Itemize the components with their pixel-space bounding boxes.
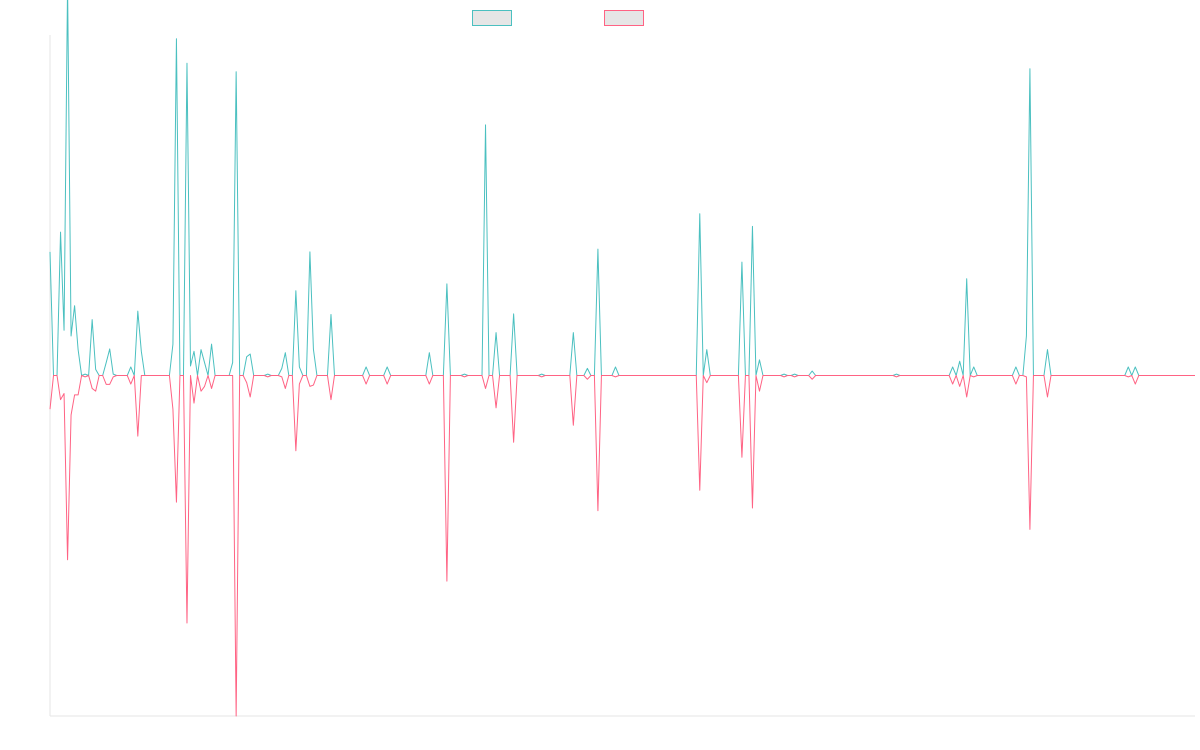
legend-item-2[interactable]: [604, 10, 644, 26]
series-layer: [49, 0, 1195, 717]
series-line-1: [49, 0, 1195, 376]
legend: [472, 10, 644, 26]
legend-swatch-2: [604, 10, 644, 26]
series-line-2: [49, 375, 1195, 717]
chart-axes: [49, 35, 1195, 717]
legend-swatch-1: [472, 10, 512, 26]
legend-item-1[interactable]: [472, 10, 512, 26]
